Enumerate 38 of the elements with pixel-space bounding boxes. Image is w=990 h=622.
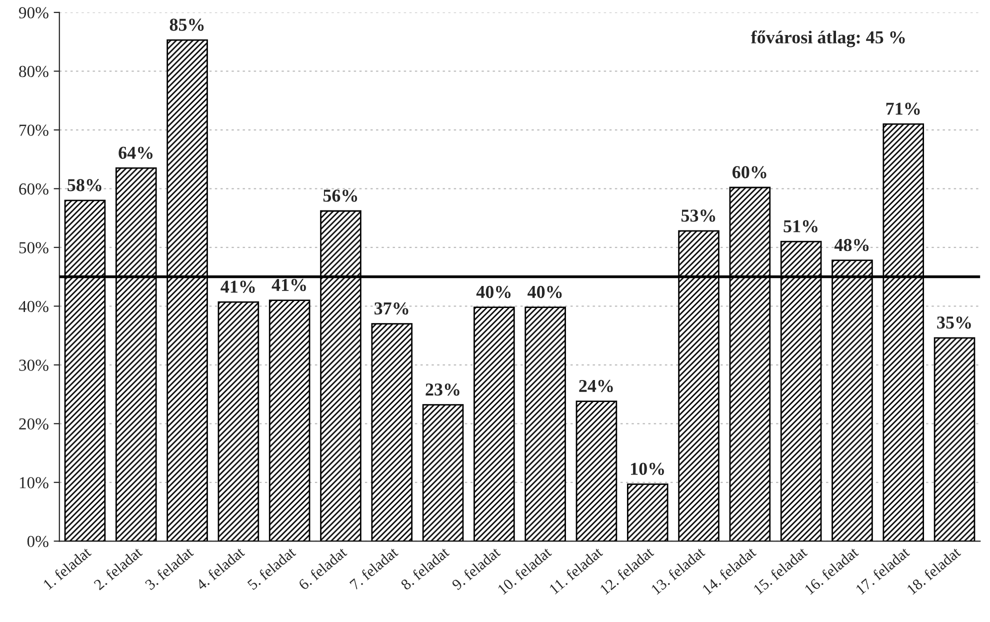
data-label: 58% [68, 179, 102, 192]
data-label: 64% [118, 146, 152, 159]
bar [474, 306, 515, 542]
data-label: 53% [681, 210, 716, 222]
data-label: 41% [272, 278, 306, 292]
bar [626, 483, 668, 542]
data-label: 71% [886, 102, 920, 115]
y-tick-label: 90% [18, 7, 48, 18]
bar [268, 300, 310, 542]
y-tick-label: 60% [19, 183, 48, 195]
y-tick-label: 20% [19, 418, 48, 430]
data-label: 41% [220, 280, 255, 293]
bar [371, 323, 413, 542]
data-label: 48% [834, 238, 869, 252]
data-label: 10% [631, 462, 664, 475]
bar [218, 301, 260, 542]
y-tick-label: 10% [20, 477, 48, 488]
data-label: 23% [426, 383, 460, 396]
bar [524, 306, 566, 542]
y-tick-label: 70% [20, 124, 48, 136]
y-tick-label: 0% [27, 536, 48, 548]
data-label: 40% [528, 286, 562, 298]
ref-line-label: fővárosi átlag: 45 % [750, 30, 905, 48]
data-label: 56% [323, 190, 358, 202]
data-label: 60% [732, 166, 766, 178]
bar [422, 404, 464, 542]
y-tick-label: 40% [18, 300, 48, 312]
bar [576, 400, 618, 542]
data-label: 37% [374, 302, 408, 315]
data-label: 40% [476, 286, 511, 298]
bar [934, 337, 976, 542]
data-label: 24% [579, 380, 613, 392]
data-label: 51% [784, 220, 818, 232]
y-tick-label: 80% [19, 66, 48, 78]
y-tick-label: 30% [19, 360, 48, 371]
data-label: 35% [937, 316, 971, 329]
data-label: 85% [170, 18, 204, 31]
y-tick-label: 50% [19, 242, 48, 254]
